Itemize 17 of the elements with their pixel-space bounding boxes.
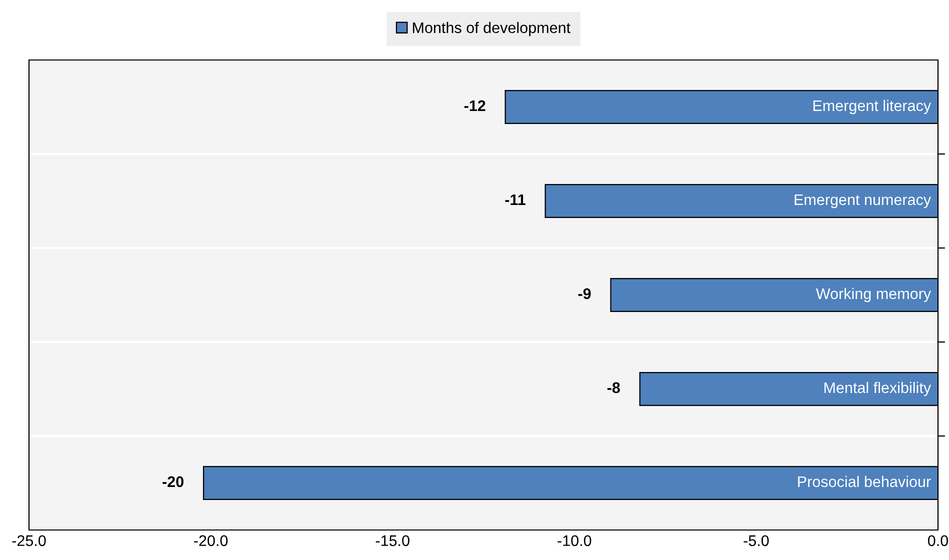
y-tick-label: Prosocial behaviour (798, 476, 931, 488)
data-label: -8 (607, 382, 620, 394)
y-tick-label: Working memory (816, 288, 932, 302)
data-label: -11 (505, 194, 526, 205)
x-tick-label: -5.0 (744, 535, 769, 546)
y-tick-label: Emergent numeracy (794, 194, 932, 208)
data-label: -12 (464, 100, 486, 111)
x-tick-label: 0.0 (928, 535, 948, 546)
x-tick-label: -25.0 (12, 535, 46, 546)
data-label: -20 (162, 476, 184, 488)
y-tick-label: Mental flexibility (824, 382, 932, 396)
x-tick-label: -10.0 (558, 535, 592, 546)
legend-label: Months of development (412, 22, 570, 36)
y-tick-label: Emergent literacy (813, 100, 932, 114)
x-tick-label: -15.0 (376, 535, 410, 546)
x-tick-label: -20.0 (194, 535, 228, 546)
data-label: -9 (578, 288, 591, 300)
